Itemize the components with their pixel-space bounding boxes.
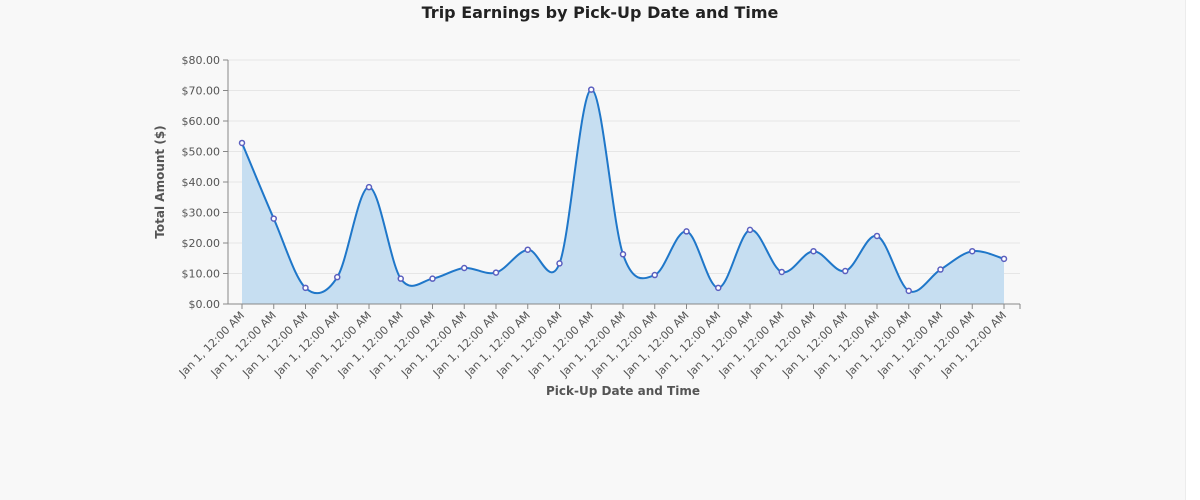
data-point[interactable] (461, 264, 468, 272)
data-points (238, 86, 1008, 295)
data-point[interactable] (873, 232, 881, 240)
data-point[interactable] (556, 260, 563, 267)
y-tick-label: $70.00 (182, 85, 221, 98)
data-point[interactable] (588, 86, 595, 93)
data-point[interactable] (334, 273, 341, 281)
y-tick-label: $50.00 (182, 146, 221, 159)
x-axis-title: Pick-Up Date and Time (546, 384, 700, 398)
data-point[interactable] (397, 275, 404, 282)
data-point[interactable] (524, 246, 531, 253)
data-point[interactable] (429, 275, 436, 282)
area-series (241, 88, 1005, 305)
data-point[interactable] (238, 139, 246, 147)
data-point[interactable] (619, 251, 627, 258)
data-point[interactable] (302, 284, 309, 292)
data-point[interactable] (365, 183, 373, 191)
data-point[interactable] (270, 215, 277, 222)
y-tick-label: $60.00 (182, 115, 221, 128)
y-tick-label: $80.00 (182, 54, 221, 67)
data-point[interactable] (651, 271, 658, 279)
data-point[interactable] (1000, 255, 1008, 263)
y-tick-label: $10.00 (182, 268, 221, 281)
y-tick-label: $0.00 (189, 298, 221, 311)
y-tick-label: $30.00 (182, 207, 221, 220)
data-point[interactable] (683, 228, 690, 235)
data-point[interactable] (492, 269, 500, 276)
data-point[interactable] (937, 266, 944, 273)
y-tick-label: $20.00 (182, 237, 221, 250)
data-point[interactable] (715, 284, 722, 292)
area-fill (242, 89, 1004, 305)
y-axis-title: Total Amount ($) (153, 125, 167, 238)
data-point[interactable] (842, 267, 849, 275)
vertical-scrollbar[interactable] (1185, 0, 1200, 500)
data-point[interactable] (778, 268, 785, 276)
chart-title: Trip Earnings by Pick-Up Date and Time (422, 3, 779, 22)
data-point[interactable] (810, 247, 817, 255)
data-point[interactable] (905, 287, 912, 295)
y-tick-label: $40.00 (182, 176, 221, 189)
data-point[interactable] (746, 226, 754, 234)
grid-lines (228, 59, 1020, 274)
data-point[interactable] (969, 247, 976, 255)
